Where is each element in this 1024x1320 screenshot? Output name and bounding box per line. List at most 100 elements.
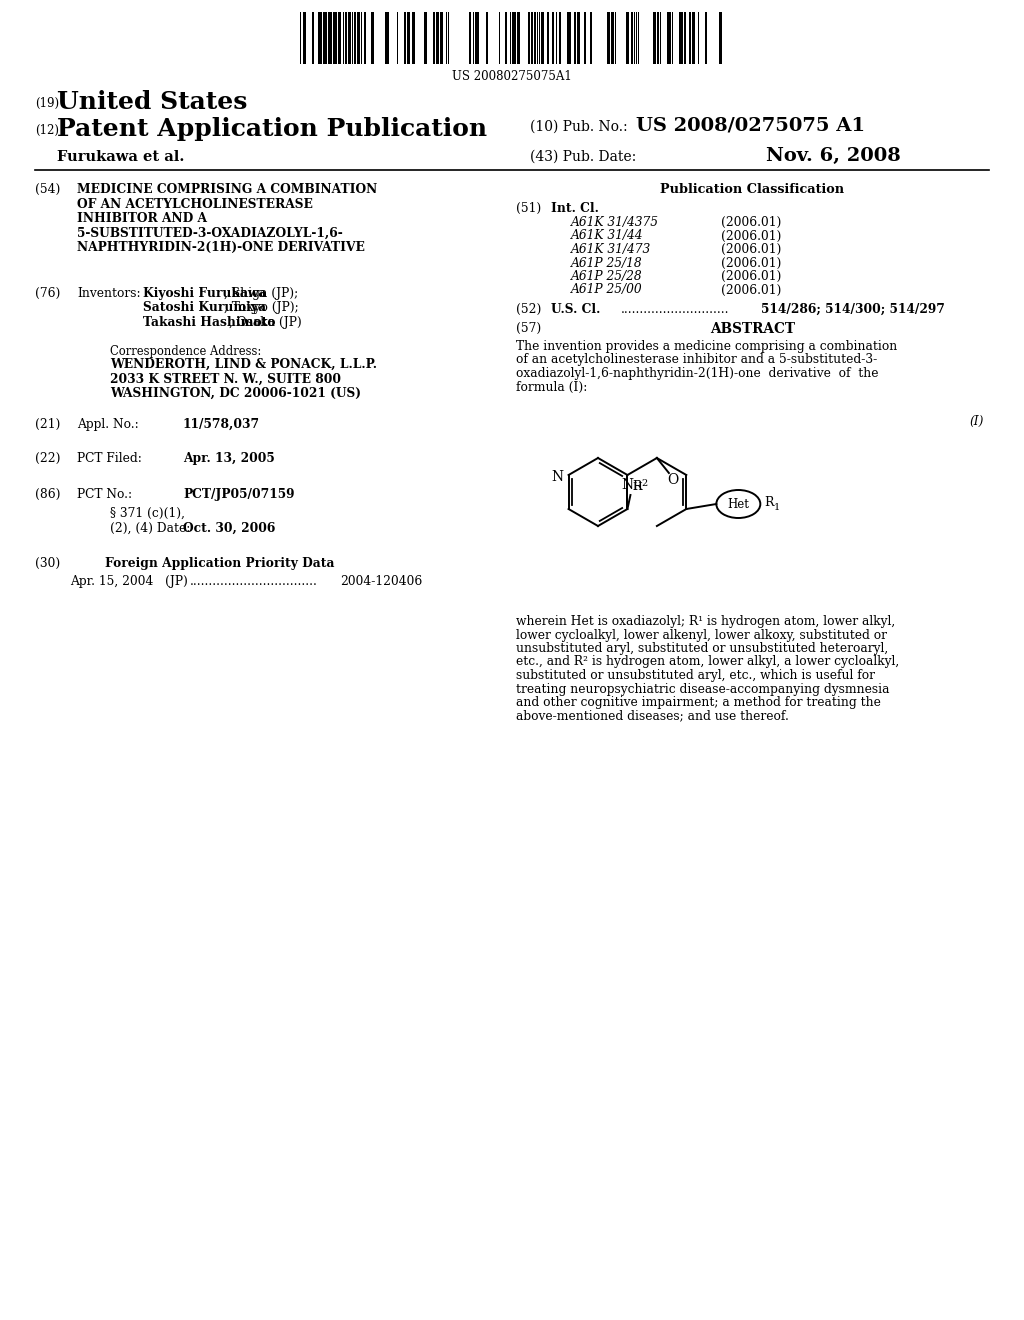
Text: US 20080275075A1: US 20080275075A1 [453, 70, 571, 83]
Bar [357, 12, 360, 63]
Text: Correspondence Address:: Correspondence Address: [110, 345, 261, 358]
Bar [531, 12, 534, 63]
Text: The invention provides a medicine comprising a combination: The invention provides a medicine compri… [516, 341, 897, 352]
Text: (2006.01): (2006.01) [721, 230, 781, 243]
Bar [436, 12, 439, 63]
Text: 2033 K STREET N. W., SUITE 800: 2033 K STREET N. W., SUITE 800 [110, 372, 341, 385]
Text: N: N [622, 478, 634, 492]
Bar [512, 12, 516, 63]
Bar [433, 12, 435, 63]
Text: (22): (22) [35, 451, 60, 465]
Text: (JP): (JP) [165, 576, 187, 587]
Text: Satoshi Kurumiya: Satoshi Kurumiya [143, 301, 266, 314]
Text: (43) Pub. Date:: (43) Pub. Date: [530, 150, 636, 164]
Text: (52): (52) [516, 304, 542, 315]
Text: wherein Het is oxadiazolyl; R¹ is hydrogen atom, lower alkyl,: wherein Het is oxadiazolyl; R¹ is hydrog… [516, 615, 895, 628]
Text: A61K 31/473: A61K 31/473 [571, 243, 651, 256]
Bar [679, 12, 683, 63]
Bar [584, 12, 586, 63]
Text: PCT Filed:: PCT Filed: [77, 451, 142, 465]
Text: WASHINGTON, DC 20006-1021 (US): WASHINGTON, DC 20006-1021 (US) [110, 387, 361, 400]
Bar [667, 12, 671, 63]
Bar [338, 12, 341, 63]
Text: and other cognitive impairment; a method for treating the: and other cognitive impairment; a method… [516, 696, 881, 709]
Bar [719, 12, 722, 63]
Bar [440, 12, 443, 63]
Text: NAPHTHYRIDIN-2(1H)-ONE DERIVATIVE: NAPHTHYRIDIN-2(1H)-ONE DERIVATIVE [77, 242, 365, 253]
Bar [424, 12, 427, 63]
Text: above-mentioned diseases; and use thereof.: above-mentioned diseases; and use thereo… [516, 710, 788, 722]
Bar [631, 12, 633, 63]
Text: Inventors:: Inventors: [77, 286, 140, 300]
Bar [705, 12, 707, 63]
Bar [412, 12, 415, 63]
Text: (2006.01): (2006.01) [721, 216, 781, 228]
Text: H: H [633, 482, 642, 492]
Text: ............................: ............................ [621, 304, 729, 315]
Bar [345, 12, 347, 63]
Bar [689, 12, 691, 63]
Bar [318, 12, 322, 63]
Text: (2), (4) Date:: (2), (4) Date: [110, 521, 190, 535]
Text: (2006.01): (2006.01) [721, 284, 781, 297]
Text: A61K 31/44: A61K 31/44 [571, 230, 643, 243]
Text: INHIBITOR AND A: INHIBITOR AND A [77, 213, 207, 224]
Bar [590, 12, 592, 63]
Text: (21): (21) [35, 418, 60, 432]
Bar [552, 12, 554, 63]
Bar [577, 12, 580, 63]
Text: Publication Classification: Publication Classification [660, 183, 845, 195]
Text: Int. Cl.: Int. Cl. [551, 202, 599, 215]
Bar [364, 12, 366, 63]
Text: , Tokyo (JP);: , Tokyo (JP); [224, 301, 299, 314]
Text: Oct. 30, 2006: Oct. 30, 2006 [183, 521, 275, 535]
Bar [559, 12, 561, 63]
Text: treating neuropsychiatric disease-accompanying dysmnesia: treating neuropsychiatric disease-accomp… [516, 682, 890, 696]
Text: A61P 25/18: A61P 25/18 [571, 256, 643, 269]
Text: formula (I):: formula (I): [516, 380, 588, 393]
Text: Apr. 15, 2004: Apr. 15, 2004 [70, 576, 154, 587]
Bar [547, 12, 549, 63]
Text: WENDEROTH, LIND & PONACK, L.L.P.: WENDEROTH, LIND & PONACK, L.L.P. [110, 358, 377, 371]
Text: 514/286; 514/300; 514/297: 514/286; 514/300; 514/297 [761, 304, 945, 315]
Text: etc., and R² is hydrogen atom, lower alkyl, a lower cycloalkyl,: etc., and R² is hydrogen atom, lower alk… [516, 656, 899, 668]
Bar [692, 12, 695, 63]
Text: (2006.01): (2006.01) [721, 243, 781, 256]
Bar [505, 12, 507, 63]
Text: Patent Application Publication: Patent Application Publication [57, 117, 487, 141]
Bar [486, 12, 488, 63]
Bar [323, 12, 327, 63]
Text: Apr. 13, 2005: Apr. 13, 2005 [183, 451, 274, 465]
Text: Foreign Application Priority Data: Foreign Application Priority Data [105, 557, 335, 570]
Text: (2006.01): (2006.01) [721, 256, 781, 269]
Text: PCT No.:: PCT No.: [77, 488, 132, 502]
Text: N: N [552, 470, 563, 484]
Text: (54): (54) [35, 183, 60, 195]
Text: O: O [668, 473, 679, 487]
Text: , Shiga (JP);: , Shiga (JP); [224, 286, 298, 300]
Text: Kiyoshi Furukawa: Kiyoshi Furukawa [143, 286, 266, 300]
Bar [475, 12, 479, 63]
Text: § 371 (c)(1),: § 371 (c)(1), [110, 507, 185, 520]
Text: Furukawa et al.: Furukawa et al. [57, 150, 184, 164]
Text: R: R [633, 480, 642, 494]
Bar [312, 12, 314, 63]
Bar [607, 12, 610, 63]
Text: 1: 1 [773, 503, 779, 512]
Bar [348, 12, 351, 63]
Bar [567, 12, 571, 63]
Text: (I): (I) [970, 414, 984, 428]
Text: A61P 25/28: A61P 25/28 [571, 271, 643, 282]
Text: (76): (76) [35, 286, 60, 300]
Text: of an acetylcholinesterase inhibitor and a 5-substituted-3-: of an acetylcholinesterase inhibitor and… [516, 354, 878, 367]
Text: , Osaka (JP): , Osaka (JP) [228, 315, 302, 329]
Bar [528, 12, 530, 63]
Text: 2: 2 [641, 479, 648, 487]
Bar [534, 12, 536, 63]
Text: ABSTRACT: ABSTRACT [710, 322, 795, 337]
Bar [684, 12, 686, 63]
Bar [653, 12, 656, 63]
Bar [574, 12, 575, 63]
Text: (86): (86) [35, 488, 60, 502]
Bar [469, 12, 471, 63]
